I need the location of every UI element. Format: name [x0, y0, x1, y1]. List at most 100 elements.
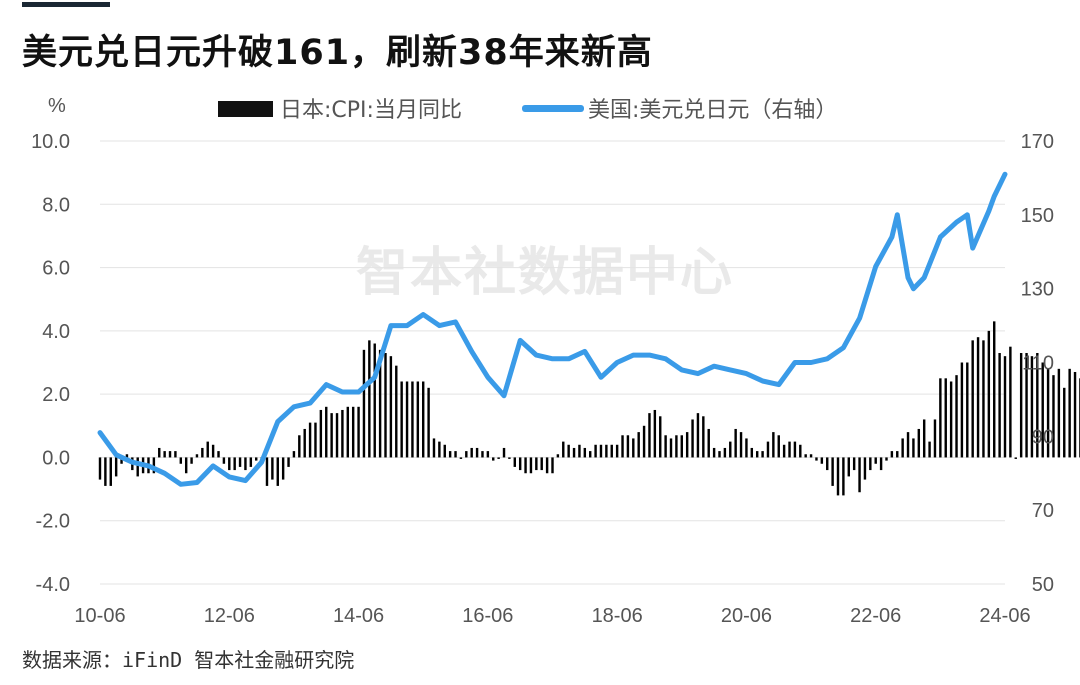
cpi-bar [104, 457, 107, 486]
x-tick-label: 12-06 [204, 605, 255, 627]
cpi-bar [238, 457, 242, 467]
cpi-bar [583, 447, 587, 458]
cpi-bar [664, 435, 667, 458]
cpi-bar [976, 337, 980, 458]
cpi-bar [799, 444, 802, 458]
cpi-bar [944, 378, 947, 458]
cpi-bar [174, 451, 177, 458]
cpi-bar [858, 457, 861, 493]
right-tick-label: 110 [1022, 353, 1054, 375]
cpi-bar [184, 457, 188, 474]
source-note: 数据来源：iFinD 智本社金融研究院 [22, 648, 355, 672]
cpi-bar [249, 457, 253, 467]
left-axis-unit: % [48, 95, 66, 117]
cpi-bar [928, 441, 931, 458]
cpi-bar [610, 444, 613, 458]
cpi-bar [114, 457, 118, 477]
cpi-bar [998, 353, 1001, 458]
x-tick-label: 20-06 [721, 605, 772, 627]
cpi-bar [642, 425, 646, 458]
watermark: 智本社数据中心 [356, 243, 734, 303]
cpi-bar [562, 441, 565, 458]
cpi-bar [427, 387, 430, 458]
cpi-bar [1014, 457, 1017, 459]
cpi-bar [508, 457, 511, 459]
cpi-bar [572, 447, 576, 458]
cpi-bar [653, 409, 657, 458]
cpi-bar [1019, 353, 1023, 458]
cpi-bar [1003, 356, 1007, 458]
cpi-bar [351, 406, 355, 458]
cpi-bar [233, 457, 236, 471]
cpi-bar [384, 353, 387, 458]
cpi-bar [993, 321, 996, 458]
cpi-bar [475, 447, 479, 458]
cpi-bar [158, 447, 161, 458]
cpi-bar [599, 444, 603, 458]
cpi-bar [793, 441, 797, 458]
cpi-bar [513, 457, 516, 467]
cpi-bar [1063, 387, 1066, 458]
cpi-bar [497, 457, 500, 459]
left-tick-label: -4.0 [36, 574, 70, 596]
cpi-bar [281, 457, 285, 480]
cpi-bar [244, 457, 247, 471]
cpi-bar [346, 406, 350, 458]
cpi-bar [163, 451, 166, 458]
cpi-bar [745, 438, 748, 458]
x-tick-label: 14-06 [333, 605, 384, 627]
left-tick-label: 0.0 [42, 447, 70, 469]
cpi-bar [422, 381, 425, 458]
cpi-bar [228, 457, 231, 471]
right-axis: 170 150 130 110 90 70 50 [1021, 131, 1054, 596]
cpi-bar [556, 454, 560, 458]
cpi-bar [168, 451, 172, 458]
cpi-bar [648, 413, 651, 458]
cpi-bar [567, 444, 570, 458]
cpi-bar [707, 428, 710, 458]
cpi-bar [98, 457, 102, 480]
cpi-bar [125, 454, 129, 458]
cpi-bar [335, 413, 339, 458]
cpi-bar [659, 416, 662, 458]
legend-swatch-cpi [218, 101, 273, 117]
cpi-bar [949, 381, 953, 458]
cpi-bar [465, 451, 468, 458]
cpi-bar [551, 457, 554, 474]
cpi-bar [890, 451, 894, 458]
cpi-bar [400, 381, 403, 458]
cpi-bar [314, 422, 317, 458]
cpi-bar [1036, 353, 1039, 458]
cpi-bar [782, 444, 786, 458]
cpi-bar [395, 365, 398, 458]
cpi-bar [545, 457, 549, 474]
cpi-bar [276, 457, 279, 486]
cpi-bar [405, 381, 409, 458]
cpi-bars [98, 321, 1080, 496]
cpi-bar [481, 451, 484, 458]
cpi-bar [535, 457, 538, 471]
cpi-bar [750, 447, 754, 458]
cpi-bar [788, 441, 791, 458]
cpi-bar [416, 381, 420, 458]
title-accent-bar [22, 2, 110, 7]
cpi-bar [1068, 368, 1071, 458]
cpi-bar [917, 428, 921, 458]
cpi-bar [368, 340, 371, 458]
right-tick-label: 50 [1032, 574, 1054, 596]
cpi-bar [287, 457, 290, 467]
cpi-bar [357, 406, 360, 458]
cpi-bar [1009, 346, 1012, 458]
cpi-bar [842, 457, 845, 496]
cpi-bar [739, 432, 743, 458]
cpi-bar [869, 457, 872, 471]
cpi-bar [319, 409, 323, 458]
cpi-bar [852, 457, 856, 471]
cpi-bar [831, 457, 834, 486]
cpi-bar [971, 340, 974, 458]
cpi-bar [804, 454, 807, 458]
x-tick-label: 24-06 [979, 605, 1030, 627]
cpi-bar [1073, 371, 1077, 458]
cpi-bar [303, 428, 306, 458]
cpi-bar [217, 451, 220, 458]
